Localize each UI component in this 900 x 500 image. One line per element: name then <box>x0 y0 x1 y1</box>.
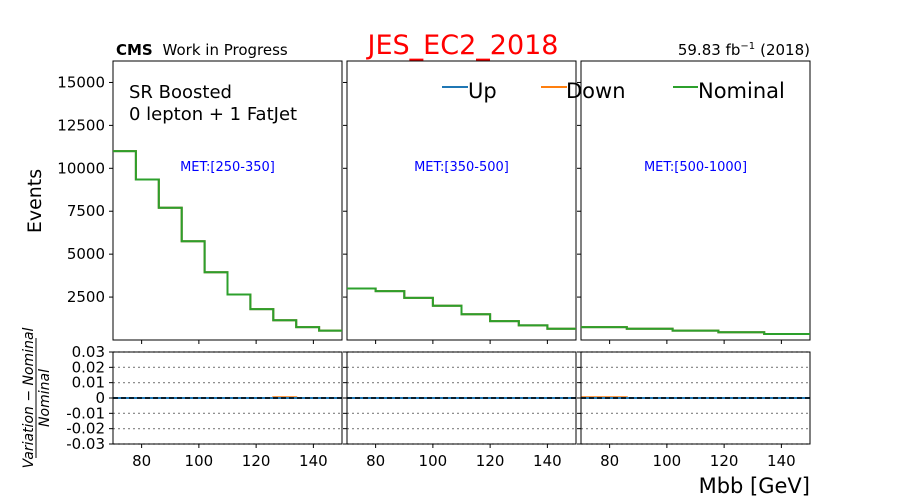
legend-entry-up: Up <box>442 79 497 103</box>
top-ytick-label: 12500 <box>57 116 105 134</box>
bottom-xtick-label: 140 <box>533 452 562 470</box>
legend-label-up: Up <box>468 79 497 103</box>
top-ytick-label: 5000 <box>67 245 105 263</box>
top-frame <box>112 60 343 341</box>
bottom-ytick-label: 0.03 <box>72 343 105 361</box>
region-line-2: 0 lepton + 1 FatJet <box>129 104 297 125</box>
top-ytick-label: 15000 <box>57 73 105 91</box>
chart-title: JES_EC2_2018 <box>366 30 559 61</box>
bottom-ytick-label: 0.02 <box>72 358 105 376</box>
lumi-value: 59.83 fb <box>678 41 741 59</box>
bottom-xtick-label: 120 <box>242 452 271 470</box>
top-ytick-label: 10000 <box>57 159 105 177</box>
bottom-xtick-label: 120 <box>710 452 739 470</box>
ratio-numerator: Variation − Nominal <box>21 327 37 468</box>
panels: 2500 5000 7500 10000 12500 15000 MET:[250-350]… <box>57 60 811 470</box>
panel-label: MET:[350-500] <box>414 160 509 175</box>
bottom-xtick-label: 80 <box>366 452 385 470</box>
cms-sublabel: Work in Progress <box>163 41 288 59</box>
bottom-ytick-label: -0.02 <box>66 420 105 438</box>
series-up <box>113 150 342 332</box>
series-nominal <box>581 326 810 335</box>
x-axis-label: Mbb [GeV] <box>699 474 810 498</box>
region-line-1: SR Boosted <box>129 82 232 103</box>
bottom-xtick-label: 100 <box>419 452 448 470</box>
legend-label-nominal: Nominal <box>698 79 785 103</box>
cms-label: CMS <box>116 41 153 59</box>
legend-entry-nominal: Nominal <box>673 79 785 103</box>
experiment-label: CMS Work in Progress <box>116 41 288 59</box>
top-ytick-label: 2500 <box>67 288 105 306</box>
top-ytick-label: 7500 <box>67 202 105 220</box>
bottom-xtick-label: 80 <box>132 452 151 470</box>
panel-1: 2500 5000 7500 10000 12500 15000 MET:[250-350]… <box>57 60 343 470</box>
lumi-year: (2018) <box>760 41 810 59</box>
lumi-label: 59.83 fb−1 (2018) <box>678 41 810 59</box>
bottom-xtick-label: 140 <box>767 452 796 470</box>
bottom-xtick-label: 100 <box>653 452 682 470</box>
legend: Up Down Nominal <box>442 79 785 103</box>
y-axis-label-bottom: Variation − Nominal Nominal <box>21 327 53 468</box>
top-frame <box>346 60 577 341</box>
panel-2: MET:[350-500] 80 100 120 140 <box>343 60 577 470</box>
legend-label-down: Down <box>566 79 626 103</box>
top-frame <box>580 60 811 341</box>
legend-entry-down: Down <box>541 79 626 103</box>
y-axis-label-top: Events <box>24 169 46 233</box>
lumi-exponent: −1 <box>740 41 755 52</box>
bottom-ytick-label: -0.03 <box>66 435 105 453</box>
bottom-ytick-label: 0.01 <box>72 374 105 392</box>
panel-label: MET:[250-350] <box>180 160 275 175</box>
series-down <box>113 150 342 332</box>
bottom-xtick-label: 120 <box>476 452 505 470</box>
panel-label: MET:[500-1000] <box>644 160 747 175</box>
bottom-ytick-label: -0.01 <box>66 404 105 422</box>
bottom-xtick-label: 100 <box>185 452 214 470</box>
bottom-xtick-label: 140 <box>299 452 328 470</box>
series-nominal <box>113 150 342 332</box>
series-nominal <box>347 287 576 330</box>
panel-3: MET:[500-1000] 80 100 120 140 <box>577 60 811 470</box>
ratio-denominator: Nominal <box>37 369 53 427</box>
bottom-ytick-label: 0 <box>95 389 105 407</box>
bottom-xtick-label: 80 <box>600 452 619 470</box>
